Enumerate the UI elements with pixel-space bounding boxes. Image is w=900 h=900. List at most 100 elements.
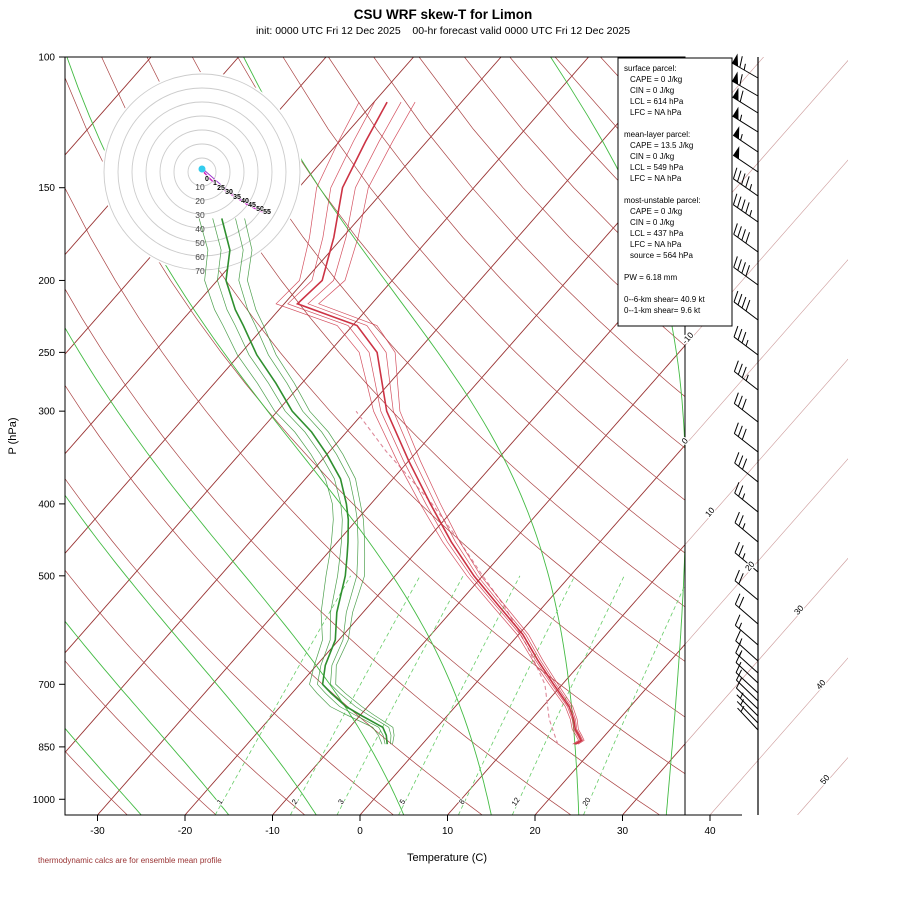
- y-tick-label: 300: [38, 407, 55, 418]
- x-tick-label: -30: [90, 826, 105, 837]
- hodograph-point-label: 1: [213, 180, 217, 187]
- y-tick-label: 200: [38, 276, 55, 287]
- isotherm-line: [272, 344, 685, 815]
- parcel-info-line: LFC = NA hPa: [630, 108, 682, 117]
- grid-lines: [65, 57, 900, 815]
- hodograph-point-label: 50: [256, 206, 264, 213]
- mixing-ratio-label: 1: [215, 797, 225, 806]
- dry-adiabat: [65, 660, 217, 815]
- isotherm-extension: [685, 159, 848, 347]
- y-axis-title: P (hPa): [7, 417, 19, 454]
- wind-barb: [737, 705, 759, 731]
- isotherm-line: [65, 57, 502, 554]
- temperature-mean: [295, 101, 583, 745]
- dewpoint-mean: [221, 218, 388, 745]
- wind-barb: [734, 593, 759, 625]
- isotherm-line: [184, 245, 685, 815]
- mixing-ratio-line: [458, 575, 576, 815]
- wind-barb: [735, 661, 759, 694]
- isotherm-line: [534, 643, 685, 815]
- parcel-info-line: surface parcel:: [624, 64, 676, 73]
- isotherm-extension: [709, 657, 848, 815]
- parcel-info-line: CAPE = 13.5 J/kg: [630, 141, 693, 150]
- hodograph-point-label: 0: [205, 176, 209, 183]
- wind-barb: [736, 699, 759, 724]
- mixing-ratio-label: 3: [336, 797, 346, 806]
- hodograph-point-label: 40: [241, 198, 249, 205]
- storm-motion-dot: [198, 165, 206, 173]
- hodograph-ring-label: 40: [195, 224, 205, 234]
- wind-barb: [734, 452, 759, 483]
- moist-adiabat: [65, 620, 230, 815]
- wind-barb: [735, 651, 759, 684]
- y-tick-label: 850: [38, 742, 55, 753]
- hodograph-ring-label: 70: [195, 266, 205, 276]
- dry-adiabat: [146, 57, 685, 662]
- dewpoint-member: [244, 218, 395, 745]
- dry-adiabat: [282, 57, 685, 501]
- mixing-ratio-line: [583, 584, 685, 815]
- dewpoint-member: [235, 218, 392, 745]
- parcel-info-line: mean-layer parcel:: [624, 130, 690, 139]
- parcel-info-line: PW = 6.18 mm: [624, 273, 677, 282]
- dry-adiabat: [191, 57, 685, 608]
- wind-barb: [732, 193, 759, 223]
- x-tick-label: -10: [265, 826, 280, 837]
- dry-adiabat: [782, 57, 900, 815]
- hodograph-ring-label: 50: [195, 238, 205, 248]
- parcel-info-line: LFC = NA hPa: [630, 174, 682, 183]
- mixing-ratio-line: [214, 575, 351, 815]
- parcel-info-box: surface parcel: CAPE = 0 J/kg CIN = 0 J/kg…: [617, 57, 733, 327]
- wind-barb: [735, 669, 759, 702]
- moist-adiabat: [66, 57, 492, 815]
- parcel-info-line: CAPE = 0 J/kg: [630, 207, 682, 216]
- dry-adiabat: [373, 57, 685, 398]
- dry-adiabat: [328, 57, 685, 449]
- isotherm-label: 40: [814, 677, 828, 691]
- dry-adiabat: [737, 57, 900, 815]
- mixing-ratio-label: 5: [398, 797, 408, 806]
- dry-adiabat: [65, 187, 660, 815]
- isotherm-extension: [685, 358, 848, 546]
- temperature-member: [275, 101, 580, 745]
- dry-adiabat: [237, 57, 685, 554]
- wind-barb: [732, 126, 759, 153]
- wind-barb: [735, 677, 759, 710]
- wind-barb: [734, 511, 759, 543]
- y-tick-label: 400: [38, 499, 55, 510]
- x-tick-label: -20: [178, 826, 193, 837]
- dry-adiabat: [65, 76, 685, 775]
- wind-barb: [733, 422, 759, 453]
- wind-barb: [732, 106, 759, 133]
- dry-adiabat: [65, 384, 483, 815]
- parcel-info-border: [617, 57, 733, 327]
- y-tick-label: 150: [38, 183, 55, 194]
- hodograph-trace: [203, 171, 264, 213]
- parcel-info-line: LCL = 437 hPa: [630, 229, 684, 238]
- footer-note: thermodynamic calcs are for ensemble mea…: [38, 856, 222, 865]
- hodograph-ring: [131, 101, 273, 243]
- moist-adiabat: [65, 727, 142, 815]
- hodograph-point-label: 35: [233, 194, 241, 201]
- y-tick-label: 100: [38, 53, 55, 64]
- wind-barb: [732, 167, 759, 197]
- dry-adiabat: [65, 478, 394, 815]
- wind-barb: [733, 325, 759, 356]
- hodograph-ring: [117, 87, 287, 257]
- plot-border: [64, 56, 686, 816]
- mixing-ratio-label: 8: [457, 797, 467, 806]
- isotherm-extension: [797, 757, 848, 815]
- hodograph: 10 20 30 40 50 60 70: [102, 72, 302, 276]
- mixing-ratio-label: 12: [510, 796, 522, 808]
- wind-barbs: [731, 53, 759, 815]
- isotherm-line: [798, 57, 900, 815]
- dewpoint-member: [198, 218, 383, 745]
- parcel-info-line: LCL = 549 hPa: [630, 163, 684, 172]
- wind-barb: [733, 290, 759, 321]
- parcel-info-line: LFC = NA hPa: [630, 240, 682, 249]
- y-tick-label: 700: [38, 680, 55, 691]
- mixing-ratio-line: [290, 575, 421, 815]
- parcel-info-line: CAPE = 0 J/kg: [630, 75, 682, 84]
